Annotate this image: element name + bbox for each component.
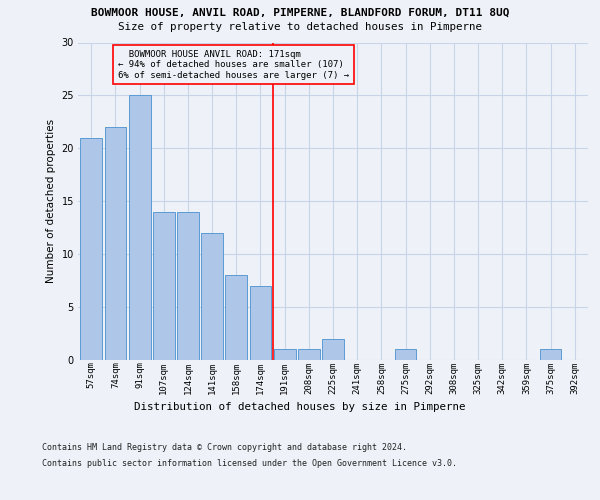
- Bar: [201, 233, 223, 360]
- Text: Contains HM Land Registry data © Crown copyright and database right 2024.: Contains HM Land Registry data © Crown c…: [42, 442, 407, 452]
- Bar: [80, 138, 102, 360]
- Y-axis label: Number of detached properties: Number of detached properties: [46, 119, 56, 284]
- Text: BOWMOOR HOUSE ANVIL ROAD: 171sqm
← 94% of detached houses are smaller (107)
6% o: BOWMOOR HOUSE ANVIL ROAD: 171sqm ← 94% o…: [118, 50, 349, 80]
- Bar: [395, 350, 416, 360]
- Bar: [226, 276, 247, 360]
- Text: Contains public sector information licensed under the Open Government Licence v3: Contains public sector information licen…: [42, 459, 457, 468]
- Bar: [177, 212, 199, 360]
- Bar: [274, 350, 296, 360]
- Text: BOWMOOR HOUSE, ANVIL ROAD, PIMPERNE, BLANDFORD FORUM, DT11 8UQ: BOWMOOR HOUSE, ANVIL ROAD, PIMPERNE, BLA…: [91, 8, 509, 18]
- Bar: [153, 212, 175, 360]
- Bar: [539, 350, 562, 360]
- Text: Size of property relative to detached houses in Pimperne: Size of property relative to detached ho…: [118, 22, 482, 32]
- Bar: [322, 339, 344, 360]
- Bar: [104, 127, 127, 360]
- Bar: [129, 96, 151, 360]
- Text: Distribution of detached houses by size in Pimperne: Distribution of detached houses by size …: [134, 402, 466, 412]
- Bar: [298, 350, 320, 360]
- Bar: [250, 286, 271, 360]
